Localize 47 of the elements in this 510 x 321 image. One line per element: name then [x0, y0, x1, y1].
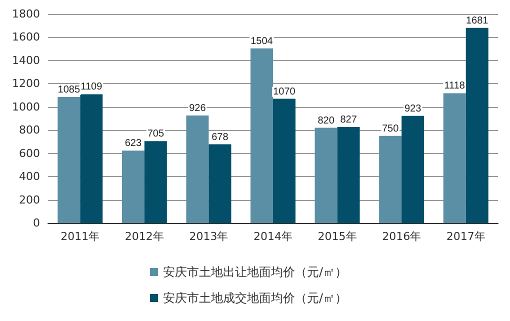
- bar: [144, 141, 167, 223]
- y-tick-label: 200: [19, 193, 40, 206]
- bar: [122, 150, 144, 223]
- bar: [186, 115, 209, 223]
- y-tick-label: 1000: [12, 100, 40, 114]
- x-tick-label: 2017年: [446, 230, 486, 243]
- data-label: 623: [124, 138, 142, 150]
- data-label: 1504: [250, 36, 274, 47]
- y-tick-label: 600: [19, 146, 40, 160]
- y-tick-label: 0: [33, 216, 40, 230]
- y-tick-label: 1800: [12, 8, 40, 20]
- legend-label: 安庆市土地出让地面均价（元/㎡）: [163, 265, 348, 279]
- data-label: 926: [189, 102, 206, 114]
- data-label: 1109: [80, 82, 103, 93]
- x-tick-label: 2011年: [60, 230, 100, 243]
- x-tick-label: 2014年: [254, 230, 292, 243]
- data-label: 678: [212, 132, 229, 143]
- y-tick-label: 1400: [12, 54, 40, 67]
- y-tick-label: 800: [19, 124, 40, 137]
- bar: [466, 28, 488, 223]
- x-tick-label: 2013年: [189, 230, 228, 243]
- bar: [250, 48, 273, 223]
- data-label: 1681: [466, 15, 489, 26]
- y-tick-label: 400: [19, 170, 40, 184]
- bar: [58, 97, 80, 223]
- bar: [337, 126, 360, 223]
- bar: [314, 128, 338, 223]
- x-tick-label: 2012年: [124, 230, 164, 243]
- x-tick-label: 2015年: [318, 230, 357, 243]
- bar: [402, 116, 424, 223]
- y-tick-label: 1200: [12, 77, 40, 90]
- data-label: 1070: [273, 86, 296, 98]
- bar: [80, 94, 103, 223]
- legend-label: 安庆市土地成交地面均价（元/㎡）: [163, 291, 348, 305]
- data-label: 750: [382, 123, 400, 134]
- data-label: 1118: [444, 80, 466, 92]
- bar: [443, 93, 466, 223]
- bar: [273, 98, 296, 223]
- data-label: 827: [340, 114, 358, 126]
- data-label: 1085: [58, 84, 80, 96]
- data-label: 705: [147, 128, 164, 140]
- bar: [379, 136, 402, 223]
- y-tick-label: 1600: [12, 30, 40, 44]
- x-tick-label: 2016年: [382, 230, 422, 243]
- data-label: 923: [404, 103, 422, 114]
- bar: [208, 144, 232, 223]
- data-label: 820: [318, 115, 335, 126]
